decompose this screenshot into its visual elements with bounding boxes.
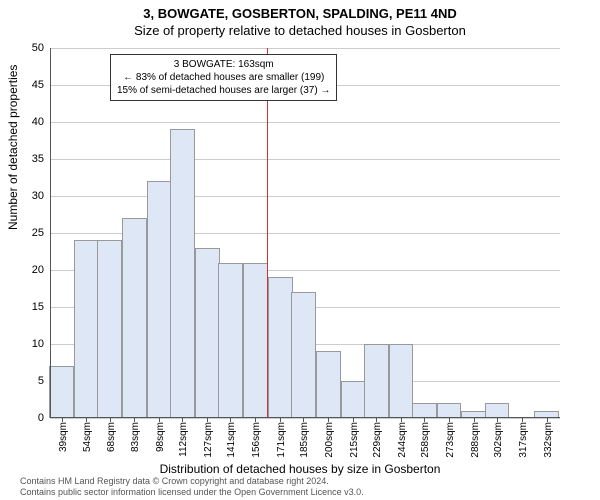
histogram-bar [341,381,366,418]
x-tick-mark [207,418,208,422]
chart-title-address: 3, BOWGATE, GOSBERTON, SPALDING, PE11 4N… [0,0,600,21]
x-tick-mark [522,418,523,422]
histogram-bar [97,240,122,418]
x-tick-mark [62,418,63,422]
x-tick-mark [134,418,135,422]
y-tick-label: 20 [14,264,44,276]
x-tick-mark [353,418,354,422]
x-tick-label: 258sqm [420,422,431,458]
annotation-box: 3 BOWGATE: 163sqm← 83% of detached house… [110,54,337,101]
y-tick-label: 15 [14,301,44,313]
x-tick-label: 127sqm [203,422,214,458]
footer-attribution: Contains HM Land Registry data © Crown c… [20,476,364,498]
annotation-line1: 3 BOWGATE: 163sqm [117,58,330,71]
x-tick-mark [255,418,256,422]
histogram-bar [218,263,243,418]
x-tick-label: 68sqm [106,422,117,452]
x-tick-mark [376,418,377,422]
x-tick-label: 288sqm [470,422,481,458]
x-tick-mark [328,418,329,422]
x-tick-mark [182,418,183,422]
y-tick-label: 10 [14,338,44,350]
x-tick-mark [424,418,425,422]
x-tick-label: 98sqm [155,422,166,452]
histogram-bar [437,403,462,418]
gridline [50,196,560,197]
histogram-bar [389,344,414,418]
gridline [50,122,560,123]
histogram-bar [243,263,268,418]
histogram-bar [316,351,341,418]
histogram-bar [74,240,99,418]
x-tick-label: 317sqm [518,422,529,458]
chart-title-subtitle: Size of property relative to detached ho… [0,21,600,38]
y-tick-label: 50 [14,42,44,54]
x-tick-label: 273sqm [445,422,456,458]
x-tick-label: 112sqm [178,422,189,457]
x-tick-label: 54sqm [82,422,93,452]
x-tick-mark [401,418,402,422]
x-axis-title: Distribution of detached houses by size … [0,462,600,476]
x-tick-label: 200sqm [324,422,335,458]
x-tick-label: 185sqm [299,422,310,458]
y-tick-label: 45 [14,79,44,91]
histogram-bar [147,181,172,418]
annotation-line2: ← 83% of detached houses are smaller (19… [117,71,330,84]
x-tick-label: 215sqm [349,422,360,458]
histogram-bar [49,366,74,418]
gridline [50,48,560,49]
y-tick-label: 35 [14,153,44,165]
histogram-bar [268,277,293,418]
x-tick-label: 332sqm [543,422,554,458]
y-tick-label: 0 [14,412,44,424]
histogram-bar [195,248,220,418]
x-tick-mark [230,418,231,422]
y-tick-label: 30 [14,190,44,202]
histogram-bar [122,218,147,418]
x-tick-label: 244sqm [397,422,408,458]
histogram-bar [170,129,195,418]
x-tick-mark [86,418,87,422]
x-tick-label: 156sqm [251,422,262,458]
x-tick-mark [474,418,475,422]
y-axis-line [50,48,51,418]
chart-plot-area: 0510152025303540455039sqm54sqm68sqm83sqm… [50,48,560,418]
histogram-bar [485,403,510,418]
x-tick-mark [497,418,498,422]
x-axis-line [50,417,560,418]
y-tick-label: 25 [14,227,44,239]
footer-line1: Contains HM Land Registry data © Crown c… [20,476,364,487]
x-tick-label: 171sqm [276,422,287,458]
x-tick-label: 39sqm [58,422,69,452]
footer-line2: Contains public sector information licen… [20,487,364,498]
reference-line [267,48,268,418]
annotation-line3: 15% of semi-detached houses are larger (… [117,84,330,97]
x-tick-mark [547,418,548,422]
histogram-bar [291,292,316,418]
x-tick-mark [303,418,304,422]
x-tick-mark [449,418,450,422]
x-tick-label: 229sqm [372,422,383,458]
histogram-bar [412,403,437,418]
x-tick-label: 83sqm [130,422,141,452]
histogram-bar [364,344,389,418]
x-tick-label: 141sqm [226,422,237,458]
x-tick-mark [159,418,160,422]
y-tick-label: 5 [14,375,44,387]
gridline [50,418,560,419]
x-tick-mark [280,418,281,422]
y-tick-label: 40 [14,116,44,128]
gridline [50,159,560,160]
x-tick-label: 302sqm [493,422,504,458]
x-tick-mark [110,418,111,422]
